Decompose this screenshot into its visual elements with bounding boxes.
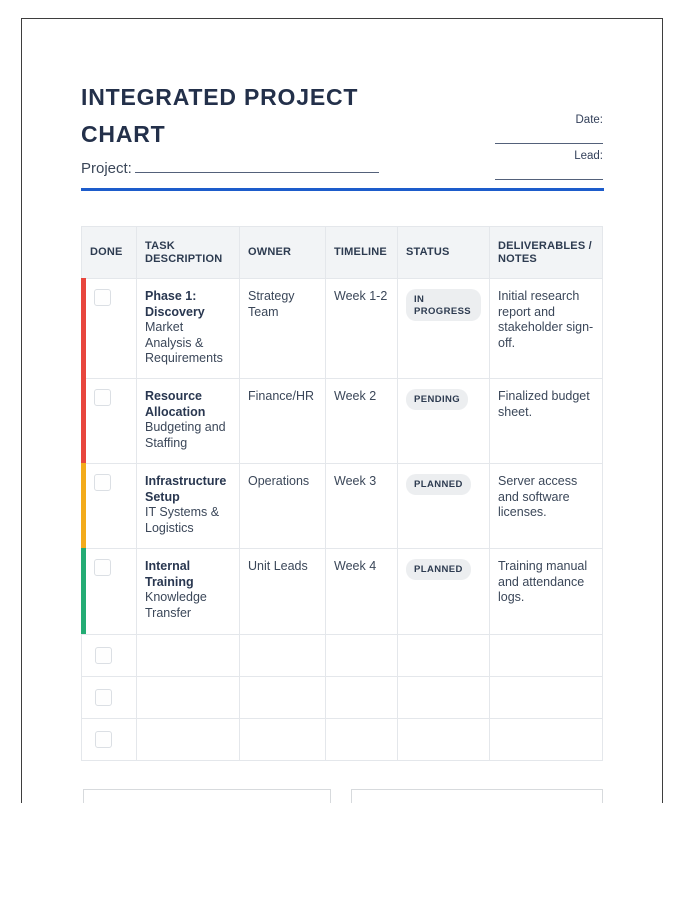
task-notes: Server access and software licenses.: [489, 463, 603, 549]
header-divider-rule: [81, 188, 604, 191]
status-badge: IN PROGRESS: [406, 289, 481, 321]
task-owner: Finance/HR: [239, 378, 326, 464]
table-row: Internal Training Knowledge Transfer Unit…: [81, 548, 603, 635]
table-row-empty: [81, 676, 603, 719]
footer-notes-box-left: [83, 789, 331, 803]
done-checkbox[interactable]: [94, 559, 111, 576]
task-owner: Strategy Team: [239, 278, 326, 379]
done-checkbox[interactable]: [94, 474, 111, 491]
project-label: Project:: [81, 160, 132, 177]
task-notes: Finalized budget sheet.: [489, 378, 603, 464]
task-subtitle: IT Systems & Logistics: [145, 505, 220, 535]
task-timeline: Week 1-2: [325, 278, 398, 379]
lead-field: Lead:: [493, 149, 603, 180]
page-title: INTEGRATED PROJECT CHART: [81, 84, 359, 147]
table-row-empty: [81, 718, 603, 761]
task-subtitle: Knowledge Transfer: [145, 590, 207, 620]
priority-accent-bar: [81, 278, 86, 634]
done-checkbox[interactable]: [94, 289, 111, 306]
status-badge: PENDING: [406, 389, 469, 410]
header-task-description: TASK DESCRIPTION: [136, 226, 240, 279]
table-row-empty: [81, 634, 603, 677]
task-table: DONE TASK DESCRIPTION OWNER TIMELINE STA…: [81, 226, 603, 761]
task-title: Internal Training: [145, 559, 194, 589]
header-timeline: TIMELINE: [325, 226, 398, 279]
table-row: Infrastructure Setup IT Systems & Logisti…: [81, 463, 603, 549]
project-blank-line: [134, 158, 379, 173]
task-table-body: Phase 1: Discovery Market Analysis & Requ…: [81, 278, 603, 761]
task-title: Infrastructure Setup: [145, 474, 227, 504]
task-timeline: Week 4: [325, 548, 398, 635]
task-notes: Training manual and attendance logs.: [489, 548, 603, 635]
table-row: Resource Allocation Budgeting and Staffin…: [81, 378, 603, 464]
accent-segment-green: [81, 548, 86, 634]
task-subtitle: Market Analysis & Requirements: [145, 320, 223, 365]
status-badge: PLANNED: [406, 474, 471, 495]
task-table-header: DONE TASK DESCRIPTION OWNER TIMELINE STA…: [81, 226, 603, 279]
date-label: Date:: [575, 114, 604, 126]
task-title: Phase 1: Discovery: [145, 289, 205, 319]
header-deliverables-notes: DELIVERABLES / NOTES: [489, 226, 603, 279]
done-checkbox[interactable]: [94, 389, 111, 406]
table-row: Phase 1: Discovery Market Analysis & Requ…: [81, 278, 603, 379]
task-subtitle: Budgeting and Staffing: [145, 420, 226, 450]
header-status: STATUS: [397, 226, 490, 279]
document-page: INTEGRATED PROJECT CHART Date: Lead: Pro…: [21, 18, 663, 803]
task-timeline: Week 3: [325, 463, 398, 549]
date-blank-line: [495, 127, 603, 144]
done-checkbox[interactable]: [95, 647, 112, 664]
task-title: Resource Allocation: [145, 389, 206, 419]
header-done: DONE: [81, 226, 137, 279]
lead-blank-line: [495, 163, 603, 180]
date-field: Date:: [493, 113, 603, 144]
task-owner: Unit Leads: [239, 548, 326, 635]
task-owner: Operations: [239, 463, 326, 549]
done-checkbox[interactable]: [95, 731, 112, 748]
lead-label: Lead:: [574, 150, 603, 162]
accent-segment-amber: [81, 463, 86, 548]
project-field: Project:: [81, 158, 379, 177]
task-timeline: Week 2: [325, 378, 398, 464]
header-owner: OWNER: [239, 226, 326, 279]
footer-notes-box-right: [351, 789, 603, 803]
task-notes: Initial research report and stakeholder …: [489, 278, 603, 379]
done-checkbox[interactable]: [95, 689, 112, 706]
accent-segment-red: [81, 278, 86, 463]
status-badge: PLANNED: [406, 559, 471, 580]
